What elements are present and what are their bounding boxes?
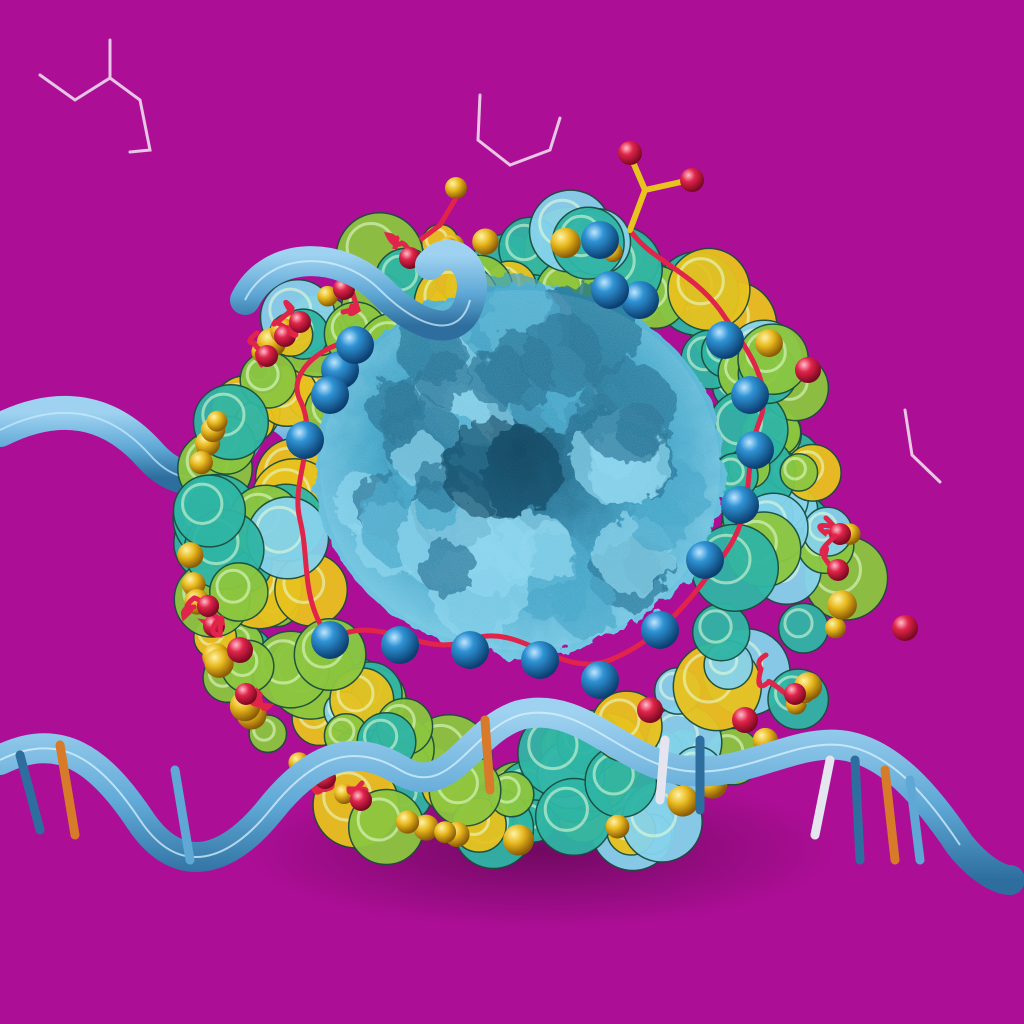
dna-ribbon-bottom: [0, 697, 1024, 895]
core-pocket: [440, 420, 560, 520]
dna-ribbon-top-loop: [230, 240, 487, 341]
background-molecule-lines: [38, 38, 942, 484]
top-molecule: [418, 141, 704, 242]
bead-chain: [227, 221, 918, 733]
